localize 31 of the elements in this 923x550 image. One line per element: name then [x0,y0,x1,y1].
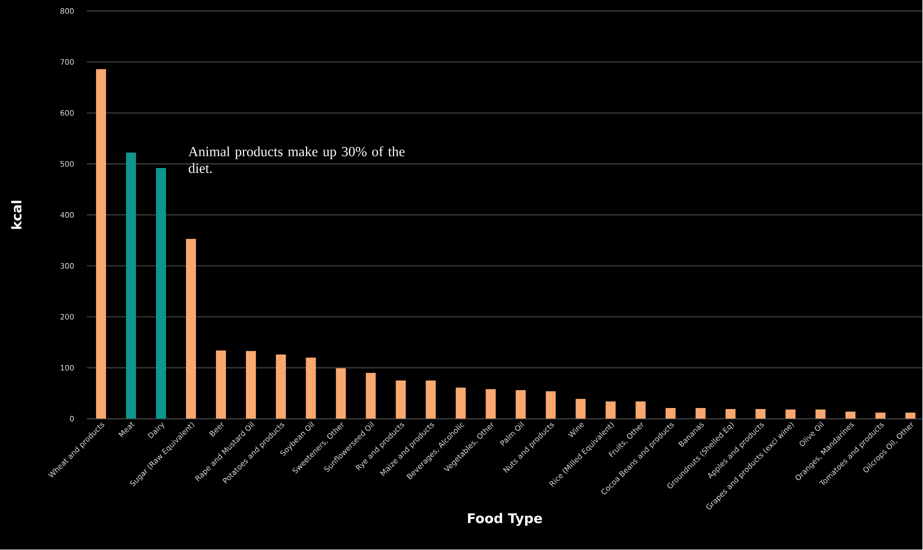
bar [486,389,496,419]
bar [606,402,616,419]
bar [186,238,196,419]
bar [845,412,856,419]
bar [636,402,646,419]
bar [726,409,736,419]
annotation: Animal products make up 30% of the diet. [188,146,405,174]
bar [875,412,886,419]
bar [96,69,106,419]
bar [666,408,676,419]
bar [156,168,166,419]
bar [905,412,916,419]
bar [516,390,526,419]
bar [756,409,766,419]
bar [815,410,826,419]
bar [306,358,316,419]
bar [366,373,376,419]
bar [246,351,256,419]
bar [426,380,436,419]
bar [396,380,406,419]
bar [276,354,286,419]
bar [786,410,796,419]
bar [216,350,226,419]
bar [696,408,706,419]
bar [576,399,586,419]
y-axis-title: kcal [11,200,22,230]
bar [126,152,136,419]
bar [546,391,556,419]
bar [336,368,346,419]
x-axis-title: Food Type [468,513,542,526]
bar [456,388,466,419]
